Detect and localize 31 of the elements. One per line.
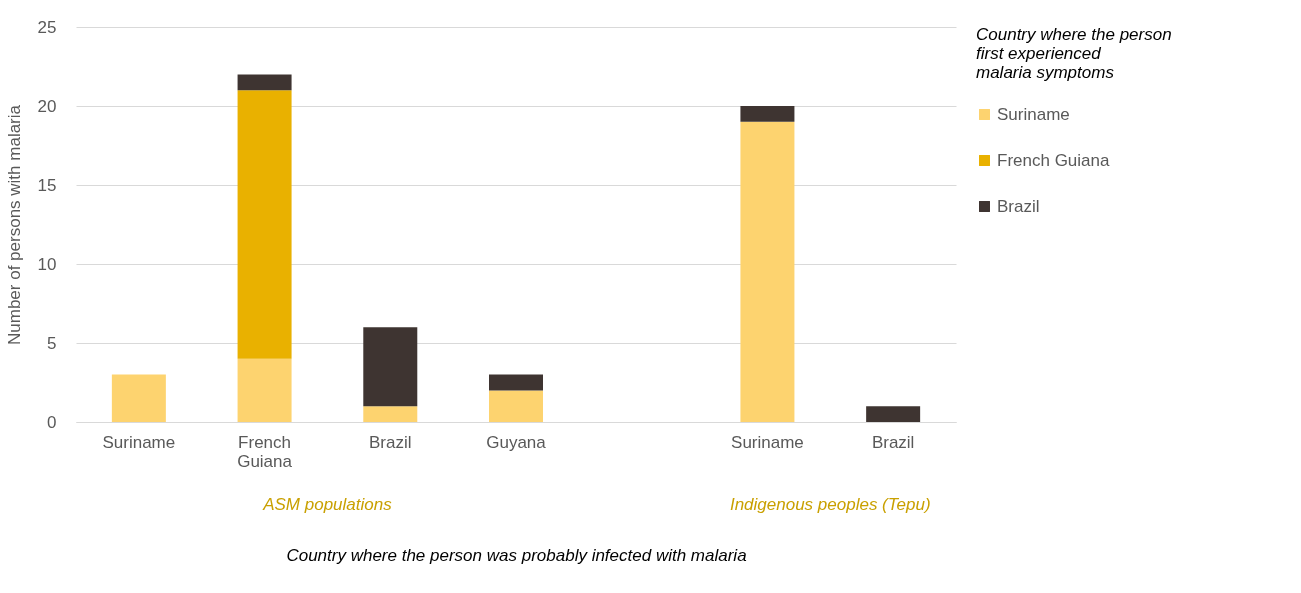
text: ASM populations (262, 495, 393, 514)
bar (740, 121, 795, 422)
bar (363, 406, 418, 422)
bar (363, 327, 418, 407)
bar (237, 74, 292, 91)
x-tick-label: Suriname (102, 432, 176, 452)
y-tick-label: 20 (37, 96, 57, 116)
y-tick-label: 15 (37, 175, 57, 195)
bar (111, 374, 166, 422)
x-tick-label: Brazil (369, 432, 412, 452)
y-tick-label: 5 (47, 333, 57, 353)
legend-label: Brazil (997, 196, 1040, 216)
legend-label: Suriname (997, 104, 1070, 124)
bar (237, 90, 292, 359)
bar (237, 358, 292, 422)
y-tick-label: 25 (37, 17, 57, 37)
bar (489, 374, 543, 391)
x-tick-label: Suriname (731, 432, 804, 452)
y-axis-title: Number of persons with malaria (4, 104, 24, 345)
text: Indigenous peoples (Tepu) (729, 495, 931, 514)
x-tick-label: Brazil (871, 432, 915, 452)
y-tick-label: 10 (37, 254, 57, 274)
legend-title: Country where the person first experienced malaria symptoms (976, 25, 1172, 82)
y-tick-label: 0 (47, 412, 57, 432)
bar (866, 406, 921, 422)
bar (740, 106, 795, 122)
legend-label: French Guiana (997, 150, 1110, 170)
bar (489, 390, 543, 422)
x-tick-label: French Guiana (237, 432, 293, 471)
x-axis-title: Country where the person was probably infected with malaria (286, 545, 747, 565)
x-tick-label: Guyana (486, 432, 547, 452)
